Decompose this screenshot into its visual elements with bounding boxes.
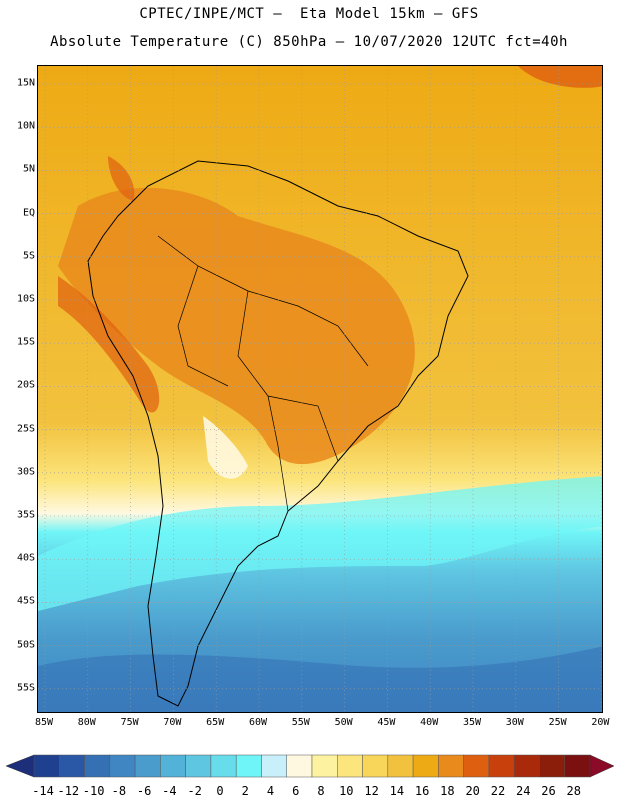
lon-tick-label: 50W (334, 717, 353, 728)
lat-tick-label: 5N (22, 163, 35, 175)
lat-tick-label: 25S (16, 423, 35, 435)
cold-front-band (38, 476, 602, 611)
colorbar-tick-label: -6 (136, 784, 152, 798)
colorbar-tick-label: -12 (57, 784, 80, 798)
lat-tick-label: 10N (16, 120, 35, 132)
lon-tick-label: 45W (377, 717, 396, 728)
colorbar-segment (513, 754, 540, 778)
lon-tick-label: 35W (462, 717, 482, 728)
lon-tick-label: 80W (77, 717, 96, 728)
colorbar-tick-label: 12 (364, 784, 379, 798)
colorbar-segment (160, 754, 186, 778)
colorbar-tick-label: 10 (339, 784, 354, 798)
colorbar-segment (539, 754, 565, 778)
warm-north (108, 156, 135, 201)
colorbar-tick-label: -10 (82, 784, 105, 798)
graticule (38, 66, 602, 712)
colorbar-segment (412, 754, 439, 778)
colorbar-segment (109, 754, 136, 778)
colorbar-segment (463, 754, 490, 778)
colorbar-segment (311, 754, 338, 778)
lat-tick-label: 30S (16, 466, 35, 478)
lat-tick-label: 35S (16, 509, 35, 521)
colorbar-tick-label: 0 (216, 784, 224, 798)
temperature-map (38, 66, 602, 712)
colorbar-tick-label: 16 (414, 784, 430, 798)
colorbar-tick-label: 18 (440, 784, 455, 798)
lat-tick-label: EQ (22, 207, 35, 219)
lon-tick-label: 60W (248, 717, 268, 728)
colorbar-segment (438, 754, 464, 778)
lat-tick-label: 15N (16, 77, 35, 89)
hot-spot-ne (518, 66, 602, 88)
colorbar-tick-label: 2 (241, 784, 249, 798)
colorbar-tick-label: -4 (162, 784, 177, 798)
lat-tick-label: 50S (16, 639, 35, 651)
colorbar-tick-label: 28 (566, 784, 582, 798)
continent-outline (87, 160, 469, 707)
colorbar-tick-label: 14 (389, 784, 405, 798)
lat-tick-label: 45S (16, 595, 35, 607)
colorbar-segment (337, 754, 363, 778)
country-borders (157, 235, 369, 512)
colorbar-segment (286, 754, 313, 778)
colorbar-tick-label: 24 (516, 784, 531, 798)
colorbar-segment (235, 754, 262, 778)
colorbar-tick-label: 20 (465, 784, 480, 798)
colorbar-segment (59, 754, 85, 778)
colorbar-segment (387, 754, 414, 778)
colorbar-segment (84, 754, 111, 778)
lon-tick-label: 25W (548, 717, 567, 728)
lon-tick-label: 30W (505, 717, 524, 728)
colorbar-tick-label: -2 (187, 784, 202, 798)
map-panel (37, 65, 603, 713)
warm-region (58, 187, 415, 465)
lon-tick-label: 85W (34, 717, 54, 728)
colorbar-tick-label: 26 (541, 784, 556, 798)
lat-tick-label: 10S (16, 293, 35, 305)
colorbar-tick-label: 8 (317, 784, 325, 798)
colorbar-low-arrow (5, 754, 35, 778)
lat-tick-label: 15S (16, 336, 35, 348)
lat-tick-label: 55S (16, 682, 35, 694)
lon-tick-label: 75W (120, 717, 139, 728)
colorbar-segment (362, 754, 389, 778)
lon-tick-label: 40W (420, 717, 439, 728)
colorbar-segment (185, 754, 212, 778)
cold-core (38, 646, 602, 712)
lat-tick-label: 40S (16, 552, 35, 564)
lat-tick-label: 5S (22, 250, 35, 262)
colorbar-segment (33, 754, 60, 778)
colorbar-high-arrow (589, 754, 615, 778)
colorbar (5, 754, 615, 778)
cool-tongue (203, 416, 248, 479)
colorbar-segment (210, 754, 237, 778)
colorbar-tick-label: -8 (111, 784, 127, 798)
colorbar-tick-label: -14 (32, 784, 54, 798)
colorbar-tick-label: 22 (490, 784, 506, 798)
colorbar-segment (564, 754, 591, 778)
lon-tick-label: 20W (591, 717, 610, 728)
colorbar-tick-label: 4 (266, 784, 275, 798)
chart-subtitle: Absolute Temperature (C) 850hPa – 10/07/… (50, 34, 568, 50)
lat-tick-label: 20S (16, 379, 35, 391)
lon-tick-label: 55W (291, 717, 310, 728)
lon-tick-label: 65W (206, 717, 225, 728)
chart-title: CPTEC/INPE/MCT – Eta Model 15km – GFS (139, 6, 479, 22)
colorbar-segment (134, 754, 161, 778)
colorbar-segment (261, 754, 287, 778)
colorbar-segment (488, 754, 515, 778)
colorbar-tick-label: 6 (292, 784, 300, 798)
lon-tick-label: 70W (163, 717, 182, 728)
